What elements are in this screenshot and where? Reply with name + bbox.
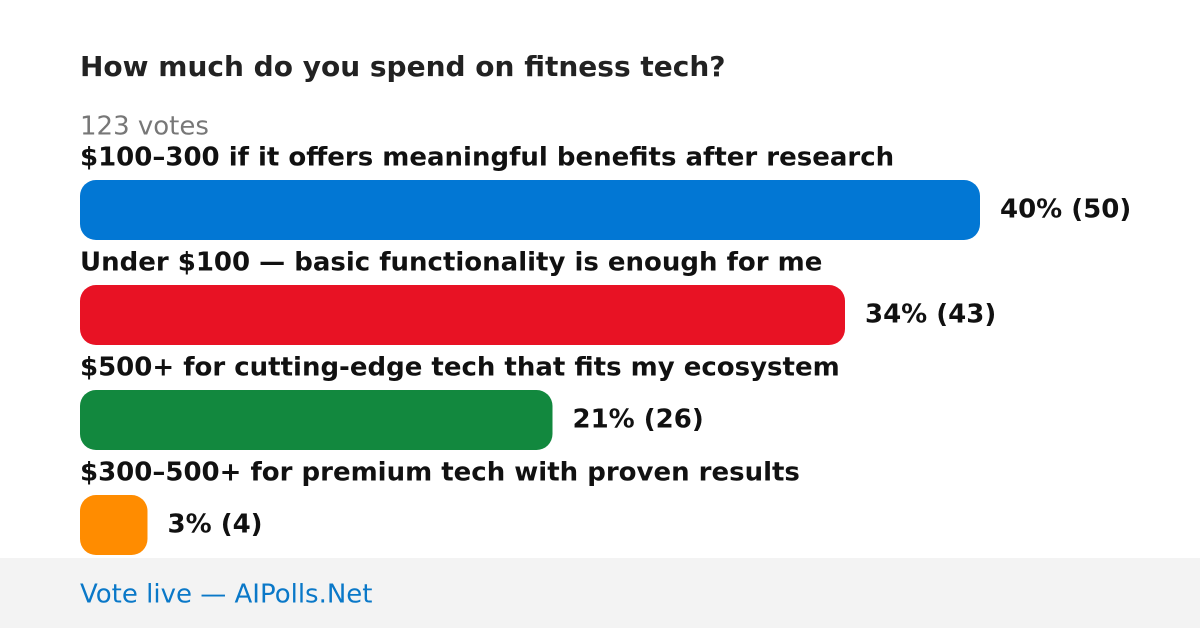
bar: [80, 390, 553, 450]
footer-link[interactable]: Vote live — AIPolls.Net: [80, 580, 373, 610]
bar: [80, 180, 980, 240]
value-label: 40% (50): [1000, 195, 1131, 225]
value-label: 21% (26): [573, 405, 704, 435]
bar: [80, 495, 148, 555]
option-label: Under $100 — basic functionality is enou…: [80, 248, 822, 278]
value-label: 3% (4): [168, 510, 263, 540]
bar: [80, 285, 845, 345]
poll-title: How much do you spend on fitness tech?: [80, 50, 726, 83]
option-label: $300–500+ for premium tech with proven r…: [80, 458, 800, 488]
value-label: 34% (43): [865, 300, 996, 330]
vote-count: 123 votes: [80, 112, 209, 142]
option-label: $500+ for cutting-edge tech that fits my…: [80, 353, 840, 383]
footer-band: [0, 558, 1200, 628]
option-label: $100–300 if it offers meaningful benefit…: [80, 143, 894, 173]
